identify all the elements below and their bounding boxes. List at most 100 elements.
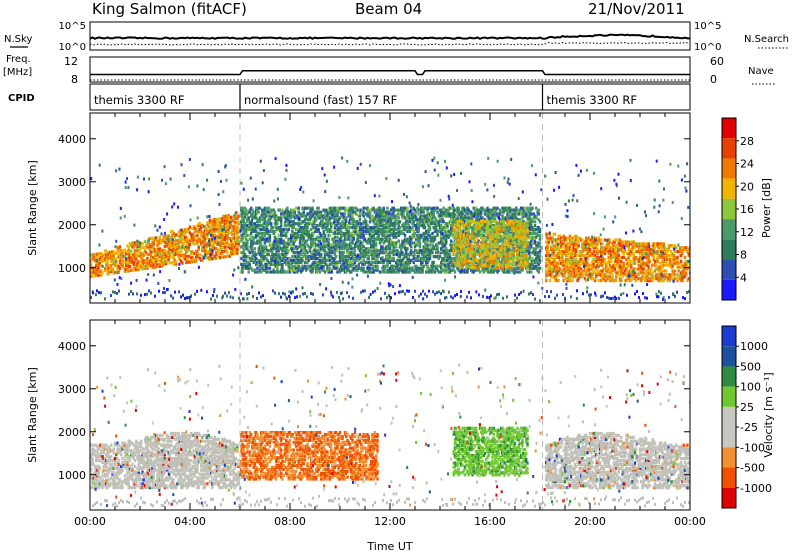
scatter-cell [203,250,207,254]
scatter-cell [315,227,318,232]
scatter-cell [390,256,393,261]
scatter-cell [178,234,182,238]
scatter-cell [367,249,370,253]
scatter-cell [240,262,243,266]
scatter-cell [140,252,143,256]
scatter-cell [340,233,343,237]
scatter-cell [433,237,437,241]
scatter-cell [203,240,207,244]
scatter-cell [326,212,329,216]
scatter-cell [402,243,405,247]
scatter-cell [328,258,332,262]
scatter-cell [303,226,307,230]
scatter-cell [211,253,214,257]
scatter-cell [288,258,292,262]
scatter-cell [440,231,443,235]
scatter-cell [390,266,393,270]
scatter-cell [398,231,402,235]
scatter-cell [127,261,130,265]
scatter-cell [340,264,343,268]
scatter-cell [360,227,363,232]
scatter-cell [293,251,297,255]
scatter-cell [460,250,463,254]
scatter-cell [255,229,258,233]
scatter-cell [473,252,477,256]
scatter-cell [317,235,320,239]
scatter-cell [270,229,273,233]
scatter-cell [262,264,265,268]
scatter-cell [147,262,150,266]
scatter-cell [343,212,347,216]
scatter-cell [375,241,378,245]
scatter-cell [352,258,355,262]
scatter-cell [488,242,492,247]
scatter-cell [362,226,365,230]
scatter-cell [460,264,463,268]
scatter-cell [362,262,365,266]
freq-panel [89,56,691,83]
scatter-cell [181,230,184,234]
scatter-cell [213,229,217,233]
scatter-cell [236,247,239,251]
scatter-cell [367,231,370,235]
scatter-cell [357,241,360,245]
scatter-cell [328,212,332,216]
scatter-cell [362,233,365,237]
scatter-cell [336,212,339,216]
scatter-cell [177,250,180,254]
scatter-cell [311,206,314,210]
scatter-cell [242,220,245,224]
scatter-cell [538,235,542,239]
scatter-cell [165,254,168,258]
scatter-cell [95,264,98,268]
scatter-cell [261,233,264,237]
scatter-cell [263,227,267,232]
scatter-cell [497,266,500,270]
scatter-cell [427,214,430,218]
scatter-cell [163,248,167,252]
scatter-cell [392,227,395,232]
scatter-cell [140,265,143,269]
scatter-cell [281,249,284,253]
scatter-cell [213,221,217,226]
scatter-cell [272,231,275,235]
scatter-cell [246,210,249,214]
scatter-cell [527,214,530,218]
scatter-cell [191,240,194,244]
scatter-cell [345,218,348,222]
scatter-cell [155,236,158,240]
scatter-cell [417,255,420,259]
scatter-cell [450,224,453,228]
scatter-cell [495,214,498,218]
scatter-cell [291,247,294,251]
scatter-cell [493,210,497,214]
scatter-cell [188,231,192,235]
scatter-cell [470,248,473,252]
scatter-cell [285,227,288,232]
scatter-cell [460,242,463,247]
scatter-cell [131,261,134,265]
scatter-cell [521,268,524,272]
scatter-cell [130,243,133,247]
scatter-cell [437,256,440,261]
scatter-cell [212,241,215,245]
scatter-cell [392,208,395,212]
scatter-cell [291,208,294,212]
scatter-cell [380,224,383,228]
scatter-cell [490,254,493,258]
scatter-cell [455,224,458,228]
scatter-cell [335,218,338,222]
scatter-cell [335,239,338,243]
scatter-cell [487,214,490,218]
scatter-cell [306,260,309,264]
scatter-cell [416,256,419,261]
scatter-cell [312,262,315,266]
scatter-cell [460,239,463,243]
scatter-cell [383,218,387,222]
scatter-cell [408,226,412,230]
scatter-cell [352,206,355,210]
scatter-cell [351,208,354,212]
scatter-cell [405,220,408,224]
scatter-cell [275,226,278,230]
scatter-cell [393,233,397,237]
